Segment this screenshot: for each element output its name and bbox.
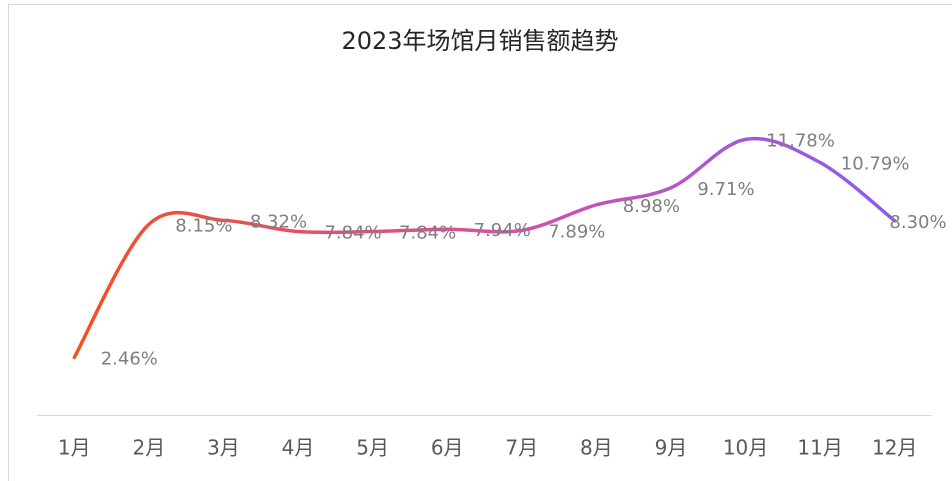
data-label: 9.71% — [697, 179, 754, 200]
data-label: 8.30% — [889, 212, 946, 233]
line — [72, 136, 897, 360]
x-tick-label: 11月 — [797, 436, 842, 460]
data-label: 7.94% — [474, 220, 531, 241]
chart-frame — [8, 4, 952, 481]
x-tick-label: 6月 — [431, 436, 464, 460]
data-label: 11.78% — [766, 130, 835, 151]
x-tick-label: 1月 — [58, 436, 91, 460]
data-label: 7.89% — [548, 221, 605, 242]
x-tick-label: 10月 — [723, 436, 768, 460]
data-label: 7.84% — [399, 223, 456, 244]
data-label: 7.84% — [324, 223, 381, 244]
data-label: 8.98% — [623, 196, 680, 217]
chart-title: 2023年场馆月销售额趋势 — [341, 27, 618, 55]
x-tick-label: 7月 — [505, 436, 538, 460]
x-tick-label: 12月 — [872, 436, 917, 460]
data-label: 10.79% — [841, 154, 910, 175]
x-tick-label: 3月 — [207, 436, 240, 460]
x-tick-label: 5月 — [356, 436, 389, 460]
x-tick-label: 2月 — [133, 436, 166, 460]
data-label: 8.15% — [175, 215, 232, 236]
x-tick-label: 8月 — [580, 436, 613, 460]
data-label: 8.32% — [250, 211, 307, 232]
x-tick-label: 9月 — [655, 436, 688, 460]
data-label: 2.46% — [101, 348, 158, 369]
x-tick-label: 4月 — [282, 436, 315, 460]
